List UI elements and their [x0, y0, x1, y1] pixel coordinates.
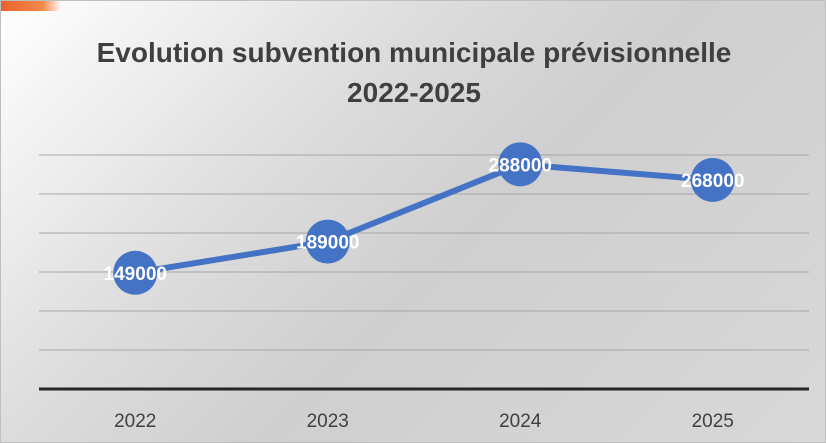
data-label: 268000 — [681, 171, 744, 192]
data-point-marker — [690, 157, 735, 202]
x-tick-label: 2024 — [499, 411, 542, 432]
chart-title-line-1: Evolution subvention municipale prévisio… — [96, 37, 732, 68]
x-tick-label: 2025 — [692, 411, 734, 432]
x-tick-label: 2023 — [307, 411, 349, 432]
x-tick-label: 2022 — [114, 411, 156, 432]
data-label: 149000 — [104, 264, 167, 285]
data-point-marker — [305, 219, 350, 264]
chart-title-line-2: 2022-2025 — [347, 77, 481, 108]
series-line — [132, 161, 716, 276]
corner-accent — [1, 1, 61, 11]
data-point-marker — [498, 142, 543, 187]
data-label: 288000 — [489, 155, 552, 176]
data-point-marker — [113, 250, 158, 295]
data-label: 189000 — [296, 233, 359, 254]
chart-title: Evolution subvention municipale prévisio… — [41, 33, 787, 113]
